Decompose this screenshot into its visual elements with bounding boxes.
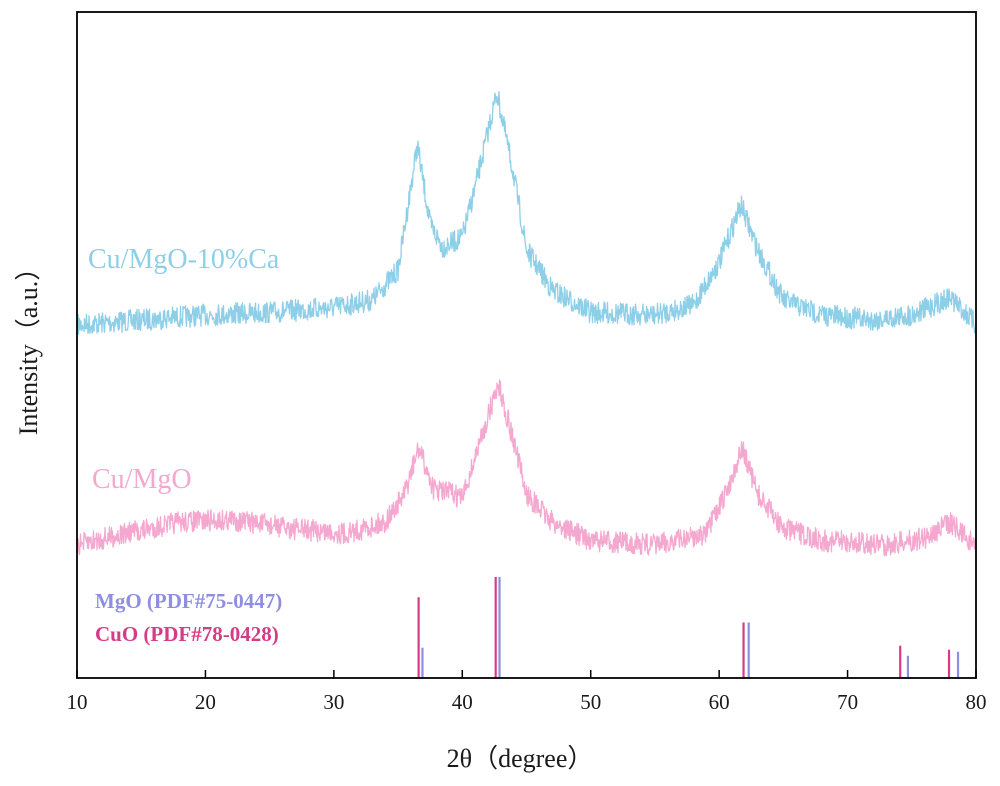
x-axis-title: 2θ（degree） xyxy=(447,744,594,773)
x-tick-label: 30 xyxy=(323,690,344,714)
x-tick-label: 80 xyxy=(966,690,987,714)
series-line-0 xyxy=(78,92,976,335)
x-tick-label: 10 xyxy=(67,690,88,714)
x-axis-ticks: 10 20 30 40 50 60 70 80 xyxy=(67,670,987,714)
ref-label-mgo: MgO (PDF#75-0447) xyxy=(95,589,282,613)
series-label-cu-mgo: Cu/MgO xyxy=(92,464,192,495)
x-tick-label: 60 xyxy=(709,690,730,714)
x-tick-label: 20 xyxy=(195,690,216,714)
reference-pattern-layer xyxy=(419,577,958,678)
series-layer xyxy=(78,92,976,556)
ref-label-cuo: CuO (PDF#78-0428) xyxy=(95,622,279,646)
x-tick-label: 40 xyxy=(452,690,473,714)
x-tick-label: 70 xyxy=(837,690,858,714)
series-line-1 xyxy=(78,380,976,556)
series-label-cu-mgo-10ca: Cu/MgO-10%Ca xyxy=(88,244,280,275)
y-axis-title: Intensity（a.u.） xyxy=(14,255,43,436)
plot-frame xyxy=(77,12,976,678)
x-tick-label: 50 xyxy=(580,690,601,714)
